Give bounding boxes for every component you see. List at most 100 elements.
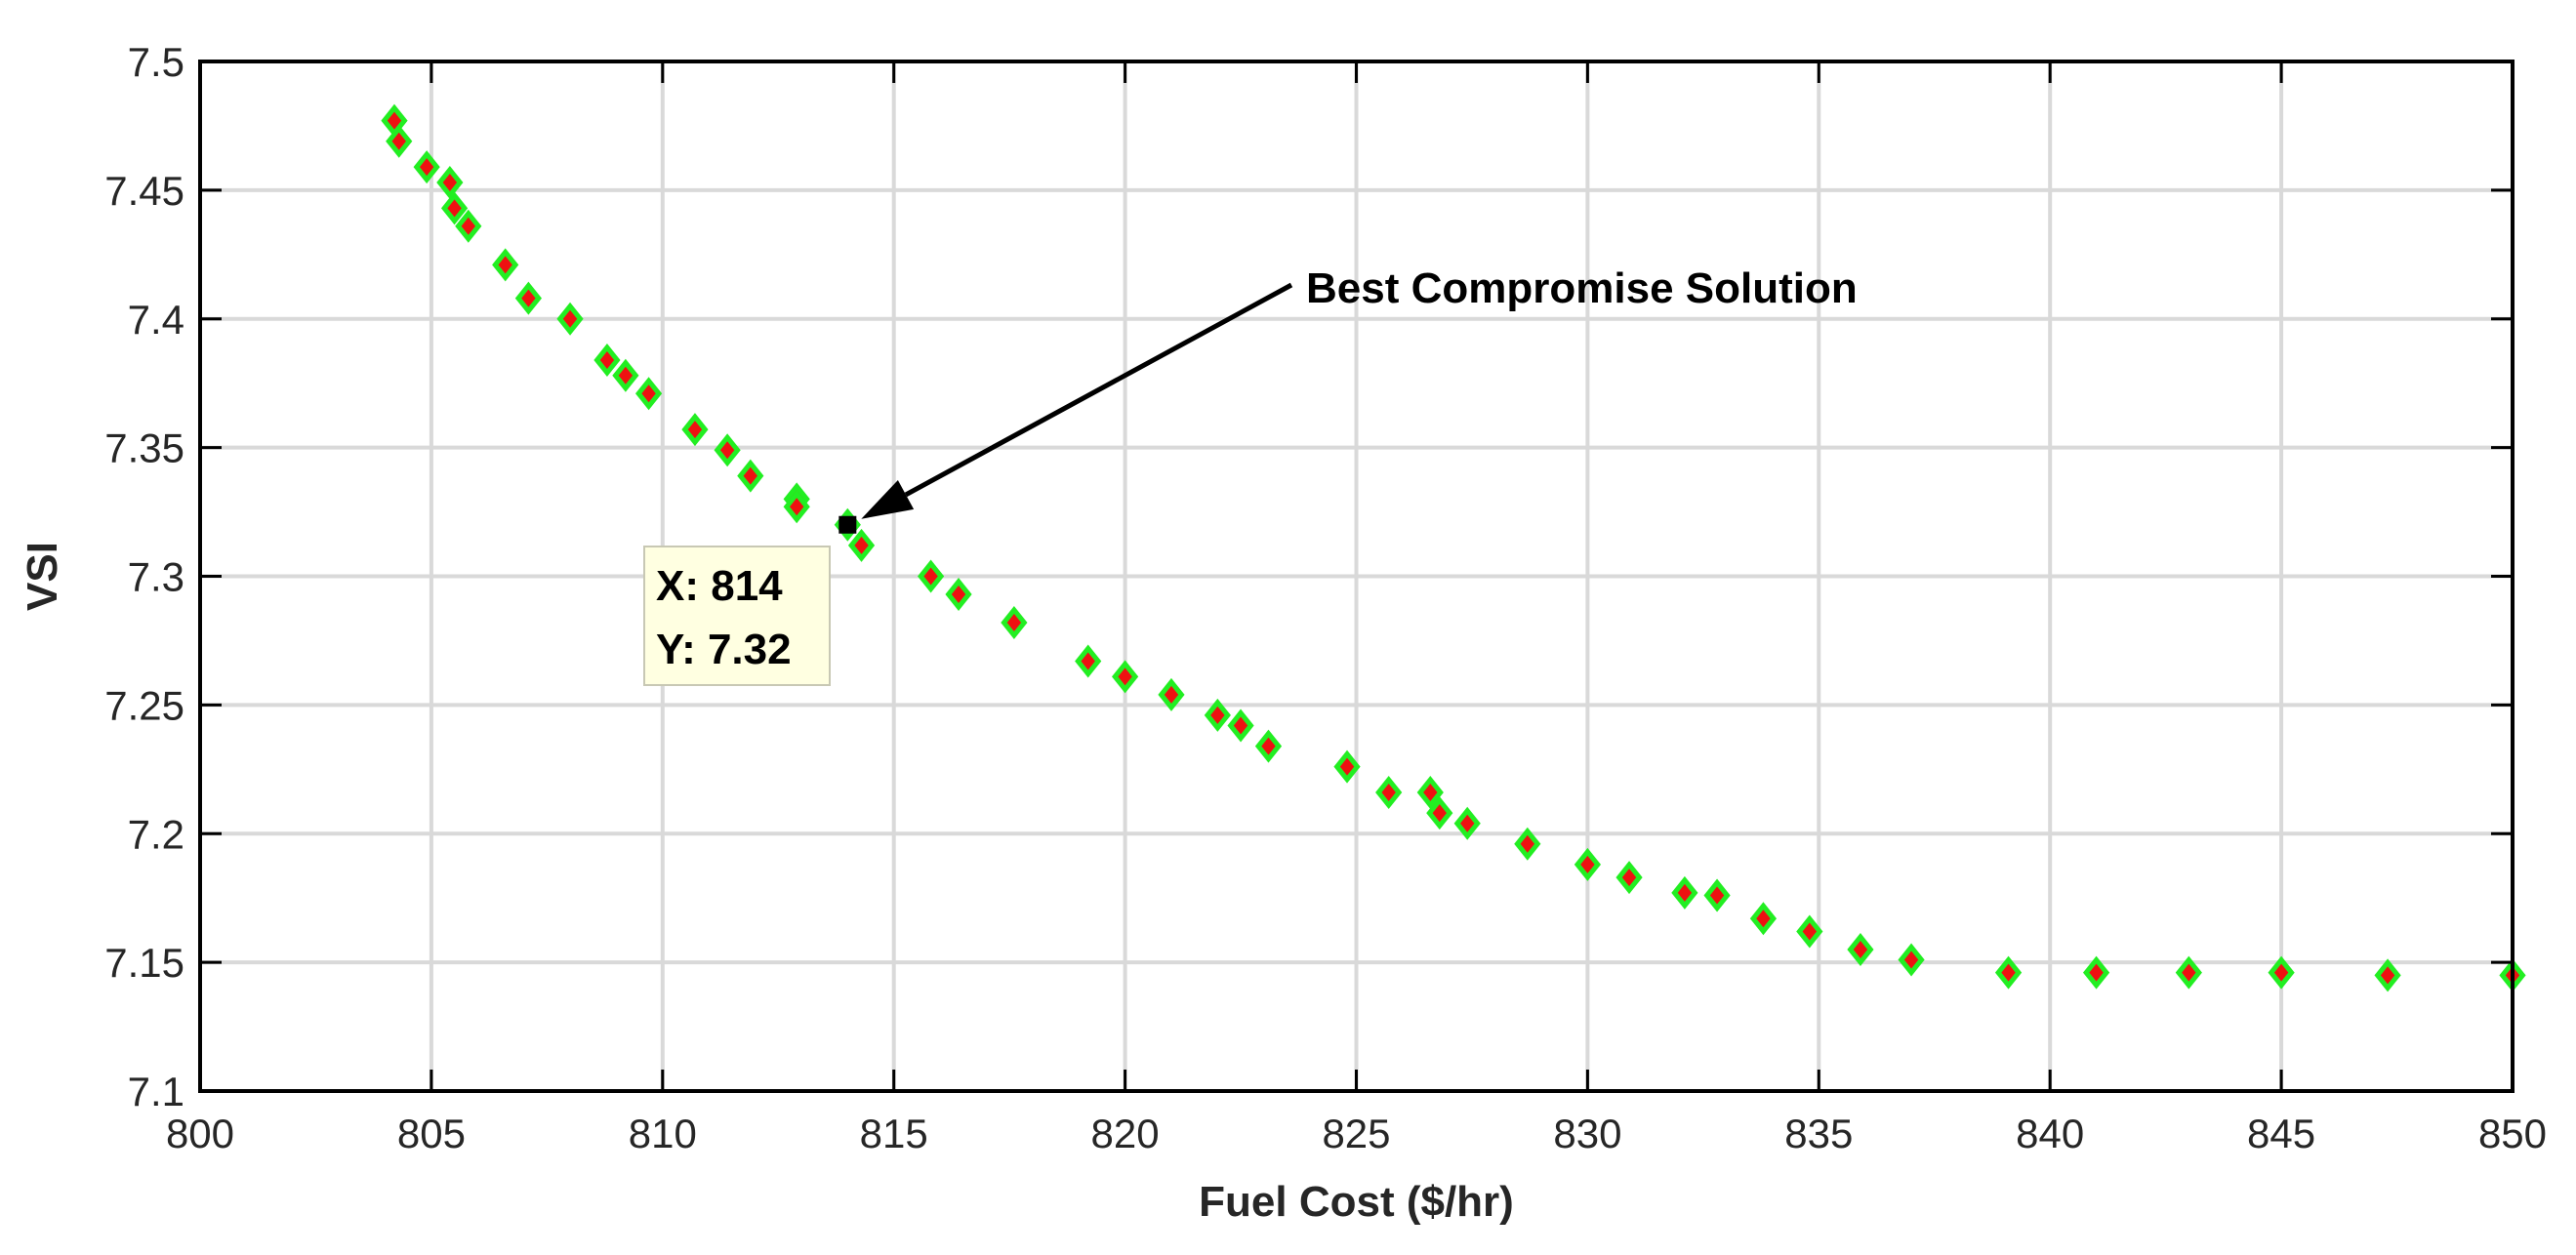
data-point-inner [719, 441, 735, 460]
data-point[interactable] [440, 191, 469, 225]
data-point[interactable] [381, 103, 408, 138]
x-tick-label: 830 [1553, 1111, 1621, 1156]
data-point[interactable] [1075, 644, 1102, 678]
data-point-inner [391, 132, 406, 150]
data-point[interactable] [2374, 958, 2401, 992]
data-point[interactable] [1426, 796, 1453, 830]
data-point-inner [1423, 784, 1438, 802]
data-point-inner [2182, 963, 2196, 982]
data-point[interactable] [455, 209, 482, 243]
y-tick-label: 7.3 [128, 554, 184, 600]
data-point[interactable] [1615, 861, 1643, 895]
data-point-inner [521, 289, 536, 307]
x-tick-label: 825 [1322, 1111, 1390, 1156]
y-tick-label: 7.5 [128, 39, 184, 85]
data-point-inner [1233, 716, 1248, 735]
data-point[interactable] [1375, 776, 1403, 810]
best-compromise-marker[interactable] [838, 515, 857, 534]
data-point-inner [1621, 869, 1637, 887]
data-point[interactable] [593, 343, 621, 377]
x-tick-label: 845 [2247, 1111, 2315, 1156]
data-point-inner [2089, 963, 2104, 982]
data-point-inner [618, 366, 634, 385]
y-tick-label: 7.1 [128, 1069, 184, 1114]
data-point[interactable] [1453, 806, 1481, 840]
data-point-inner [1802, 922, 1818, 941]
data-point[interactable] [1671, 875, 1698, 910]
data-point[interactable] [1796, 914, 1823, 949]
y-tick-label: 7.25 [104, 682, 184, 728]
data-point[interactable] [2082, 955, 2110, 990]
x-tick-label: 805 [397, 1111, 466, 1156]
x-axis-label: Fuel Cost ($/hr) [1199, 1178, 1514, 1226]
data-point[interactable] [783, 490, 810, 524]
data-point-inner [687, 421, 703, 439]
x-tick-label: 815 [860, 1111, 928, 1156]
data-point-inner [1853, 940, 1868, 958]
data-point-inner [951, 585, 966, 603]
data-point-inner [923, 567, 938, 586]
data-points [381, 103, 2526, 992]
y-tick-labels: 7.1 7.15 7.2 7.25 7.3 7.35 7.4 7.45 7.5 [104, 39, 184, 1114]
y-axis-label: VSI [19, 542, 66, 611]
datatip-y-text: Y: 7.32 [656, 626, 792, 673]
data-point[interactable] [918, 559, 945, 593]
data-point[interactable] [681, 413, 709, 447]
data-point[interactable] [945, 577, 972, 611]
datatip-box[interactable] [643, 546, 831, 686]
data-point[interactable] [436, 165, 464, 199]
data-point[interactable] [492, 248, 519, 282]
data-point-inner [1903, 951, 1919, 969]
data-point[interactable] [1112, 660, 1139, 694]
data-point-inner [1432, 804, 1447, 823]
data-point-inner [1210, 706, 1225, 724]
data-point[interactable] [1227, 708, 1254, 743]
data-point[interactable] [1001, 605, 1028, 639]
data-point[interactable] [1703, 878, 1731, 912]
data-point-inner [1261, 737, 1276, 755]
data-point[interactable] [1847, 932, 1874, 966]
x-tick-label: 820 [1091, 1111, 1160, 1156]
y-tick-label: 7.15 [104, 940, 184, 986]
data-point-inner [498, 256, 512, 274]
data-point[interactable] [514, 281, 542, 315]
data-point-inner [1709, 886, 1725, 905]
data-point[interactable] [1254, 729, 1283, 763]
data-point[interactable] [1749, 902, 1778, 936]
data-point[interactable] [386, 124, 413, 158]
data-point-inner [854, 536, 869, 554]
data-point[interactable] [1333, 749, 1361, 784]
data-point[interactable] [413, 150, 440, 184]
data-point[interactable] [714, 433, 741, 467]
y-tick-label: 7.45 [104, 168, 184, 214]
data-point-inner [1006, 613, 1022, 631]
data-point[interactable] [1158, 677, 1185, 711]
data-point[interactable] [737, 459, 764, 493]
data-point[interactable] [1994, 955, 2023, 990]
x-tick-label: 835 [1784, 1111, 1853, 1156]
axis-ticks [198, 60, 2515, 1093]
x-tick-label: 800 [166, 1111, 234, 1156]
data-point-inner [1164, 685, 1179, 704]
data-point[interactable] [847, 528, 876, 562]
data-point[interactable] [1898, 943, 1925, 977]
data-point[interactable] [1204, 698, 1231, 732]
x-tick-label: 810 [629, 1111, 697, 1156]
annotation-arrow-head [861, 479, 915, 519]
data-point[interactable] [556, 302, 584, 336]
data-point[interactable] [612, 358, 639, 392]
data-point-inner [461, 217, 476, 235]
data-point[interactable] [634, 377, 663, 411]
data-point-inner [2273, 963, 2289, 982]
data-point-inner [442, 173, 458, 191]
data-point-inner [1520, 834, 1535, 853]
x-tick-label: 840 [2016, 1111, 2084, 1156]
data-point[interactable] [1514, 827, 1541, 861]
x-tick-labels: 800 805 810 815 820 825 830 835 840 845 850 [166, 1111, 2547, 1156]
data-point[interactable] [2268, 955, 2295, 990]
data-point[interactable] [2175, 955, 2202, 990]
data-point[interactable] [1574, 847, 1601, 881]
data-point-inner [2001, 963, 2016, 982]
data-point-inner [419, 158, 434, 177]
